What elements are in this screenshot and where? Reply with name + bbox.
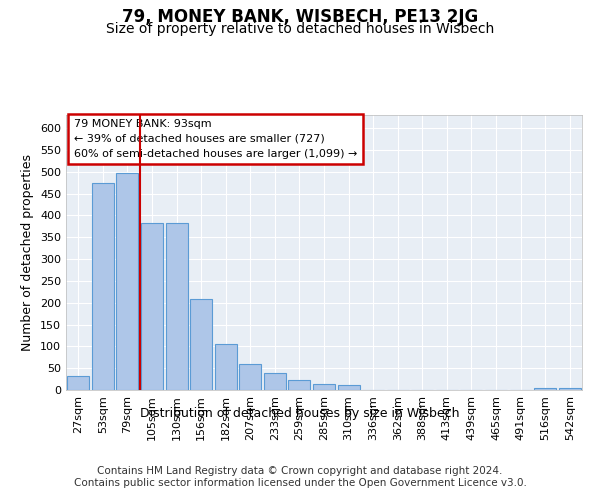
Text: Distribution of detached houses by size in Wisbech: Distribution of detached houses by size … bbox=[140, 408, 460, 420]
Bar bbox=[289, 380, 310, 390]
Bar bbox=[141, 223, 163, 390]
Bar bbox=[92, 182, 114, 390]
Bar bbox=[67, 376, 89, 390]
Y-axis label: Number of detached properties: Number of detached properties bbox=[22, 154, 34, 351]
Bar bbox=[239, 364, 262, 390]
Bar bbox=[116, 173, 139, 390]
Bar bbox=[534, 388, 556, 390]
Bar bbox=[190, 299, 212, 390]
Bar bbox=[215, 344, 237, 390]
Bar bbox=[264, 374, 286, 390]
Text: 79 MONEY BANK: 93sqm
← 39% of detached houses are smaller (727)
60% of semi-deta: 79 MONEY BANK: 93sqm ← 39% of detached h… bbox=[74, 119, 357, 158]
Bar bbox=[338, 385, 359, 390]
Text: Contains HM Land Registry data © Crown copyright and database right 2024.
Contai: Contains HM Land Registry data © Crown c… bbox=[74, 466, 526, 487]
Bar bbox=[166, 223, 188, 390]
Bar bbox=[559, 388, 581, 390]
Text: Size of property relative to detached houses in Wisbech: Size of property relative to detached ho… bbox=[106, 22, 494, 36]
Text: 79, MONEY BANK, WISBECH, PE13 2JG: 79, MONEY BANK, WISBECH, PE13 2JG bbox=[122, 8, 478, 26]
Bar bbox=[313, 384, 335, 390]
